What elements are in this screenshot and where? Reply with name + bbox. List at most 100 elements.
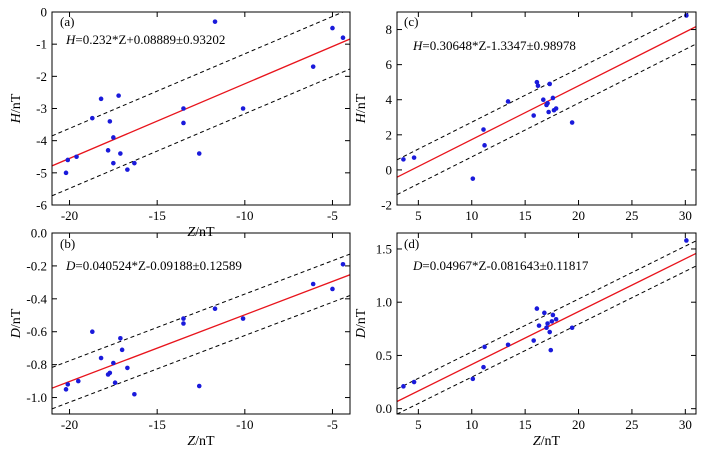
- panel-d-data-point: [550, 312, 556, 318]
- panel-c-data-point: [546, 109, 551, 115]
- panel-b-label: (b): [60, 236, 75, 251]
- panel-d-x-tick-label: 5: [415, 417, 422, 432]
- panel-d-data-point: [505, 342, 511, 348]
- panel-c-y-tick-label: -2: [381, 198, 392, 213]
- panel-d-data-point: [470, 376, 476, 382]
- panel-d-equation-text: =0.04967*Z-0.081643±0.11817: [422, 258, 589, 273]
- panel-b-data-point: [340, 261, 346, 267]
- panel-c-x-tick-label: 15: [519, 208, 532, 223]
- panel-a-equation: H=0.232*Z+0.08889±0.93202: [65, 32, 225, 47]
- panel-b-data-point: [119, 347, 125, 353]
- panel-a-data-point: [240, 106, 246, 111]
- panel-b-data-point: [111, 360, 116, 366]
- panel-b-data-point: [65, 382, 71, 387]
- panel-a-data-point: [310, 64, 316, 69]
- panel-d-data-point: [553, 316, 559, 322]
- panel-d-x-axis-unit: /nT: [541, 434, 561, 449]
- panel-c-data-point: [505, 99, 511, 104]
- panel-a-x-tick-label: -20: [61, 208, 78, 223]
- panel-a-x-tick-label: -10: [236, 208, 253, 223]
- panel-d-x-tick-label: 25: [625, 417, 638, 432]
- panel-b-y-tick-label: -0.6: [26, 324, 47, 339]
- panel-a-x-tick-label: -5: [327, 208, 338, 223]
- panel-c-y-axis-unit: /nT: [354, 93, 369, 113]
- panel-b-data-point: [181, 321, 186, 326]
- panel-a-data-point: [116, 93, 121, 98]
- panel-d-data-point: [542, 310, 547, 316]
- panel-a-data-point: [90, 115, 95, 121]
- panel-a-data-point: [196, 151, 202, 156]
- panel-a-y-tick-label: -3: [36, 101, 47, 116]
- panel-d-data-point: [534, 306, 540, 311]
- panel-d-data-point: [401, 384, 406, 389]
- panel-a-y-axis-label: H/nT: [9, 93, 24, 124]
- panel-b-y-tick-label: 0.0: [31, 226, 47, 241]
- panel-d-x-tick-label: 15: [519, 417, 532, 432]
- panel-c-data-point: [569, 120, 575, 125]
- panel-a-y-axis-unit: /nT: [9, 93, 24, 113]
- panel-b-data-point: [310, 281, 316, 287]
- panel-c-upper-bound-line: [397, 12, 692, 161]
- panel-d-y-axis-unit: /nT: [354, 308, 369, 328]
- panel-a-data-point: [132, 160, 137, 166]
- panel-c-data-point: [553, 106, 559, 111]
- panel-a-data-point: [74, 154, 79, 160]
- panel-d-data-point: [545, 321, 550, 326]
- panel-a-data-point: [212, 19, 218, 24]
- panel-c-y-tick-label: 6: [386, 57, 393, 72]
- panel-c-data-point: [481, 127, 486, 132]
- panel-d-y-axis-label: D/nT: [354, 308, 369, 339]
- panel-b-x-tick-label: -20: [61, 417, 78, 432]
- panel-a-data-point: [63, 170, 69, 176]
- panel-c-frame: [396, 11, 697, 206]
- panel-c-data-point: [684, 13, 689, 18]
- panel-a-data-point: [118, 151, 123, 156]
- panel-b-x-tick-label: -5: [327, 417, 338, 432]
- panel-b-y-axis-label: D/nT: [9, 308, 24, 339]
- panel-d-data-point: [411, 379, 417, 385]
- panel-c-data-point: [411, 155, 417, 160]
- panel-b-y-tick-label: -0.8: [26, 357, 47, 372]
- panel-b-x-axis-label: Z/nT: [187, 434, 215, 449]
- panel-d-y-tick-label: 1.0: [376, 295, 392, 310]
- panel-b-x-axis-variable: Z: [187, 434, 195, 449]
- panel-b-data-point: [196, 383, 202, 389]
- panel-c-x-tick-label: 5: [415, 208, 422, 223]
- panel-d: 5 10 15 20 25 300.00.51.01.5 (d)D=0.04967*Z-0.…: [354, 232, 697, 449]
- panel-b-data-point: [132, 391, 137, 397]
- panel-a-data-point: [181, 120, 186, 126]
- panel-d-data-point: [482, 344, 487, 350]
- panel-a-lower-bound-line: [52, 68, 350, 197]
- panel-d-data-point: [569, 325, 575, 331]
- panel-b-data-point: [75, 378, 81, 384]
- panel-c-y-axis-variable: H: [354, 112, 369, 124]
- panel-a-data-point: [65, 157, 71, 163]
- panel-d-frame: [396, 232, 697, 415]
- panel-d-lower-bound-line: [397, 265, 696, 414]
- panel-c-equation: H=0.30648*Z-1.3347±0.98978: [412, 38, 576, 53]
- panel-a-equation-text: =0.232*Z+0.08889±0.93202: [75, 32, 225, 47]
- panel-c-data-point: [482, 143, 487, 148]
- panel-c-equation-variable: H: [412, 38, 423, 53]
- panel-a-data-point: [125, 167, 130, 172]
- panel-a-data-point: [111, 135, 116, 140]
- panel-c-x-tick-label: 10: [465, 208, 478, 223]
- panel-c-y-tick-label: 0: [386, 162, 393, 177]
- panel-b-data-point: [63, 387, 69, 392]
- panel-a-data-point: [111, 160, 116, 166]
- panel-b-fit-line: [52, 274, 350, 389]
- panel-b-y-axis-variable: D: [9, 328, 24, 339]
- panel-c-data-point: [531, 113, 536, 118]
- panel-c-data-point: [401, 157, 406, 162]
- panel-b: -20 -15 -10 -5-1.0-0.8-0.6-0.4-0.20.0(b)D=0…: [9, 226, 351, 449]
- panel-d-y-tick-label: 1.5: [376, 241, 392, 256]
- panel-b-x-axis-unit: /nT: [195, 434, 215, 449]
- panel-b-y-tick-label: -0.2: [26, 258, 47, 273]
- panel-c-data-point: [535, 83, 541, 88]
- panel-b-equation: D=0.040524*Z-0.09188±0.12589: [65, 258, 242, 273]
- panel-d-equation-variable: D: [412, 258, 423, 273]
- panel-d-data-point: [531, 338, 536, 343]
- panel-c-data-point: [547, 81, 553, 87]
- panel-b-data-point: [125, 365, 130, 371]
- panel-a-data-point: [107, 119, 113, 124]
